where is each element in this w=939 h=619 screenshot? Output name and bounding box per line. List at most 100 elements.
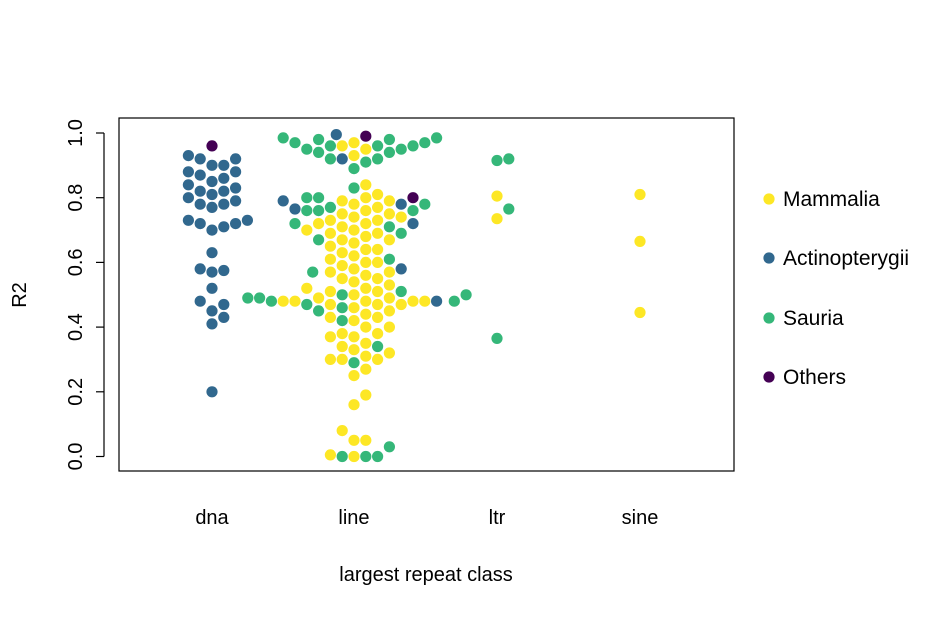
data-point-mammalia: [383, 292, 395, 304]
legend-marker-mammalia: [763, 193, 775, 205]
data-point-actinopterygii: [336, 153, 348, 165]
data-point-actinopterygii: [182, 150, 194, 162]
data-point-actinopterygii: [407, 218, 419, 230]
data-point-sauria: [383, 253, 395, 265]
data-point-mammalia: [348, 331, 360, 343]
data-point-mammalia: [348, 289, 360, 301]
data-point-sauria: [372, 140, 384, 152]
data-point-actinopterygii: [330, 129, 342, 141]
x-tick-label: dna: [195, 507, 229, 529]
data-point-mammalia: [491, 190, 503, 202]
data-point-actinopterygii: [206, 282, 218, 294]
data-point-mammalia: [383, 266, 395, 278]
data-point-actinopterygii: [206, 318, 218, 330]
data-point-mammalia: [336, 195, 348, 207]
plot-frame: [118, 117, 735, 472]
data-point-mammalia: [348, 434, 360, 446]
data-point-mammalia: [360, 143, 372, 155]
data-point-sauria: [324, 201, 336, 213]
data-point-sauria: [383, 146, 395, 158]
legend-marker-sauria: [763, 312, 775, 324]
data-point-actinopterygii: [206, 188, 218, 201]
data-point-mammalia: [336, 247, 348, 259]
data-point-sauria: [301, 192, 313, 204]
data-point-mammalia: [324, 353, 336, 365]
data-point-mammalia: [348, 198, 360, 210]
data-point-mammalia: [360, 350, 372, 362]
y-axis: 0.0 0.2 0.4 0.6 0.8 1.0: [65, 119, 105, 470]
data-point-sauria: [313, 192, 325, 204]
data-point-sauria: [265, 295, 277, 307]
data-point-mammalia: [313, 292, 325, 304]
data-point-actinopterygii: [206, 159, 218, 171]
data-point-sauria: [336, 289, 348, 301]
data-point-mammalia: [419, 295, 431, 307]
data-point-mammalia: [348, 344, 360, 356]
data-point-sauria: [372, 450, 384, 463]
data-point-mammalia: [348, 302, 360, 314]
data-point-sauria: [336, 450, 348, 463]
data-point-mammalia: [348, 315, 360, 327]
data-point-sauria: [313, 146, 325, 158]
data-point-sauria: [301, 143, 313, 155]
data-point-sauria: [307, 266, 319, 278]
data-point-actinopterygii: [194, 153, 206, 165]
data-point-others: [407, 192, 419, 204]
y-tick-label: 0.6: [65, 248, 87, 276]
data-point-mammalia: [277, 295, 289, 307]
data-point-mammalia: [348, 224, 360, 236]
data-point-mammalia: [360, 434, 372, 446]
data-point-actinopterygii: [218, 172, 230, 184]
data-point-sauria: [348, 163, 360, 175]
data-point-mammalia: [360, 256, 372, 268]
y-tick-label: 0.4: [65, 313, 87, 341]
data-point-mammalia: [348, 263, 360, 275]
data-point-sauria: [383, 133, 395, 146]
data-point-mammalia: [383, 321, 395, 333]
data-point-actinopterygii: [218, 159, 230, 171]
data-point-sauria: [289, 218, 301, 230]
data-point-actinopterygii: [218, 198, 230, 210]
data-point-mammalia: [383, 208, 395, 220]
data-point-mammalia: [360, 282, 372, 294]
data-point-sauria: [407, 205, 419, 217]
data-point-others: [360, 130, 372, 142]
data-point-others: [206, 140, 218, 152]
data-point-mammalia: [395, 298, 407, 311]
data-point-mammalia: [324, 253, 336, 265]
data-point-actinopterygii: [218, 264, 230, 277]
data-point-mammalia: [395, 211, 407, 223]
data-point-mammalia: [336, 340, 348, 353]
data-point-mammalia: [383, 195, 395, 207]
data-point-mammalia: [336, 273, 348, 285]
data-point-mammalia: [324, 311, 336, 323]
data-point-sauria: [383, 441, 395, 453]
data-point-mammalia: [360, 308, 372, 320]
data-point-mammalia: [372, 298, 384, 311]
data-point-mammalia: [407, 295, 419, 307]
data-point-actinopterygii: [206, 201, 218, 213]
data-point-sauria: [503, 203, 515, 215]
data-point-mammalia: [360, 243, 372, 256]
data-point-mammalia: [324, 214, 336, 226]
data-point-mammalia: [336, 260, 348, 272]
y-tick-label: 1.0: [65, 119, 87, 147]
data-point-mammalia: [348, 276, 360, 288]
data-point-sauria: [242, 292, 254, 304]
data-point-mammalia: [324, 266, 336, 278]
data-point-sauria: [395, 227, 407, 239]
data-point-actinopterygii: [206, 266, 218, 278]
legend-label-others: Others: [783, 366, 846, 389]
data-point-sauria: [407, 140, 419, 152]
data-point-mammalia: [360, 337, 372, 349]
data-point-mammalia: [348, 237, 360, 249]
data-point-mammalia: [348, 450, 360, 463]
x-tick-label: sine: [622, 507, 659, 529]
data-point-mammalia: [634, 188, 646, 201]
data-point-mammalia: [324, 227, 336, 239]
data-point-sauria: [395, 143, 407, 155]
data-point-sauria: [372, 340, 384, 353]
data-point-mammalia: [372, 201, 384, 213]
data-point-mammalia: [348, 150, 360, 162]
data-point-actinopterygii: [194, 263, 206, 275]
